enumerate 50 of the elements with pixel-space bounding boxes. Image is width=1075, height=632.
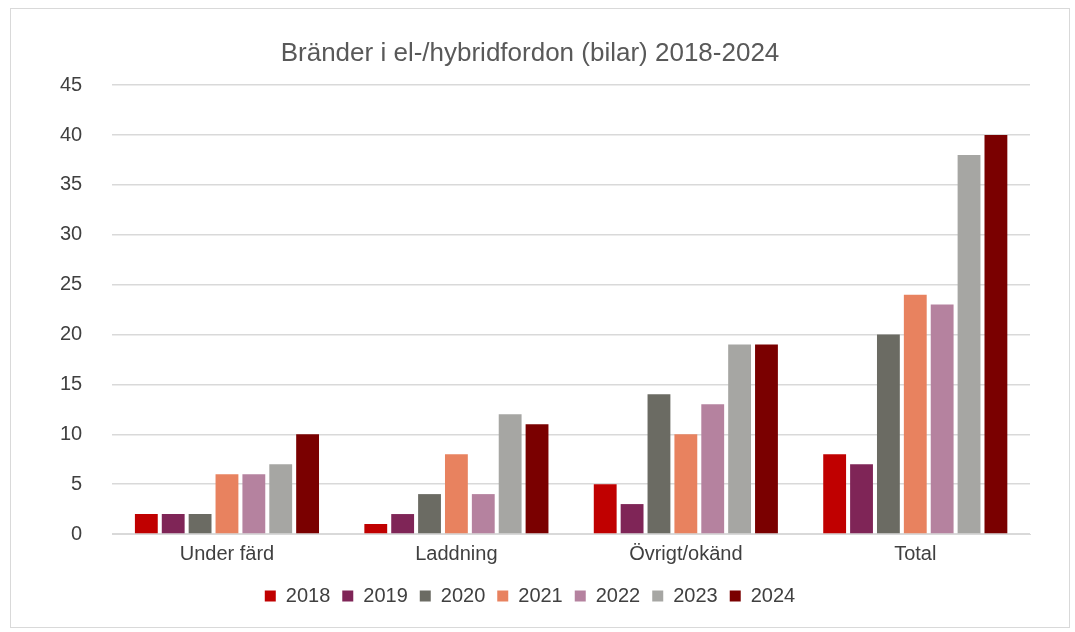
bar <box>418 494 441 534</box>
y-tick-label: 0 <box>71 521 83 544</box>
bar <box>269 464 293 534</box>
bar <box>728 344 752 534</box>
bar <box>647 394 671 534</box>
bar <box>364 524 388 534</box>
bar <box>850 464 873 534</box>
bar <box>391 514 415 534</box>
bar <box>593 484 617 534</box>
y-tick-label: 30 <box>60 222 83 245</box>
bar <box>525 424 549 534</box>
bar <box>215 474 239 534</box>
x-tick-label: Total <box>894 541 937 564</box>
bar <box>471 494 495 534</box>
y-tick-label: 25 <box>60 272 83 295</box>
bar <box>984 135 1008 534</box>
bar <box>755 344 778 534</box>
bar <box>876 334 900 534</box>
legend-label: 2024 <box>750 583 796 606</box>
y-tick-label: 45 <box>60 72 83 95</box>
y-tick-label: 10 <box>60 421 83 444</box>
bar <box>674 434 698 534</box>
chart-title: Bränder i el-/hybridfordon (bilar) 2018-2024 <box>280 36 780 67</box>
y-tick-label: 15 <box>60 371 83 394</box>
bar <box>701 404 725 534</box>
bar <box>930 304 954 534</box>
x-tick-label: Övrigt/okänd <box>629 541 743 564</box>
bar <box>498 414 522 534</box>
legend-label: 2023 <box>673 583 718 606</box>
y-tick-label: 20 <box>60 322 83 345</box>
bar <box>903 294 927 534</box>
bar <box>242 474 266 534</box>
bar <box>296 434 320 534</box>
legend-label: 2021 <box>518 583 563 606</box>
legend-label: 2018 <box>285 583 331 606</box>
x-tick-label: Under färd <box>179 541 275 564</box>
y-tick-label: 35 <box>60 172 83 195</box>
legend-label: 2022 <box>595 583 641 606</box>
bar <box>134 514 158 534</box>
x-tick-label: Laddning <box>415 541 498 564</box>
legend-label: 2019 <box>363 583 408 606</box>
legend-label: 2020 <box>440 583 486 606</box>
bar <box>620 504 644 534</box>
bar <box>444 454 468 534</box>
bar <box>188 514 212 534</box>
bar <box>161 514 185 534</box>
bar <box>823 454 847 534</box>
y-tick-label: 5 <box>71 471 83 494</box>
bar <box>957 155 981 534</box>
y-tick-label: 40 <box>60 122 83 145</box>
